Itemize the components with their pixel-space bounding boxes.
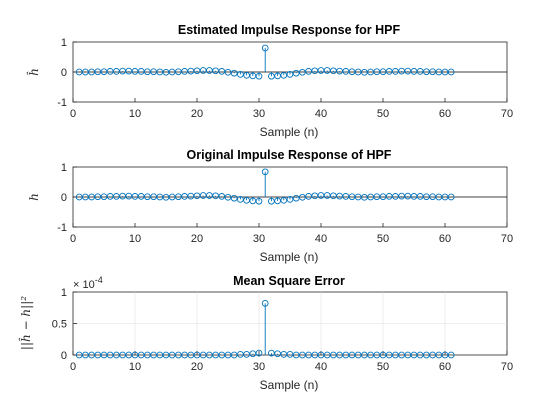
x-tick-label: 0 [70,108,76,120]
stem-marker [224,68,232,76]
stem-marker [447,193,455,201]
x-tick-label: 10 [129,108,141,120]
stem-marker [255,197,263,205]
stem-marker [286,196,294,203]
stem-series [75,44,455,80]
stem-marker [305,68,312,75]
stem-marker [218,193,226,200]
stem-marker [237,196,244,203]
subplot-estimated: Estimated Impulse Response for HPF 0 10 20… [26,23,513,139]
stem-marker [274,197,281,205]
stem-marker [261,44,269,52]
x-axis-label: Sample (n) [260,125,319,139]
subplot-original: Original Impulse Response of HPF 0 10 20 30… [27,148,513,264]
y-axis-label: ||ĥ − h||² [18,296,33,350]
stem-marker [286,71,294,78]
stem-marker [243,71,250,79]
y-tick-label: 1 [61,287,67,299]
stem-series [75,299,455,359]
y-axis-label: h [27,193,41,201]
x-axis-label: Sample (n) [260,378,319,392]
x-tick-label: 40 [315,108,327,120]
stem-marker [243,351,250,358]
stem-marker [280,196,288,204]
stem-marker [212,192,219,200]
tick-labels: 0 10 20 30 40 50 60 70 0 0.5 1 [52,287,513,373]
y-tick-label: 1 [61,37,67,49]
y-tick-label: 0 [61,67,67,79]
x-tick-label: 70 [501,233,513,245]
stem-marker [305,193,312,200]
x-tick-label: 60 [439,233,451,245]
x-tick-label: 70 [501,361,513,373]
stem-marker [224,193,232,201]
stem-marker [255,72,263,80]
stem-marker [230,194,238,202]
stem-marker [274,72,281,80]
stem-marker [243,196,250,204]
x-tick-label: 0 [70,233,76,245]
x-tick-label: 10 [129,361,141,373]
grid-layer [73,292,507,355]
stem-marker [280,71,288,79]
x-tick-label: 10 [129,233,141,245]
x-tick-label: 30 [253,361,265,373]
stem-marker [299,68,306,76]
x-tick-label: 40 [315,233,327,245]
x-tick-label: 50 [377,361,389,373]
stem-marker [299,193,306,201]
x-tick-label: 20 [191,233,203,245]
stem-marker [261,299,269,307]
stem-marker [274,350,281,358]
stem-marker [292,69,300,77]
x-tick-label: 30 [253,233,265,245]
x-tick-label: 50 [377,108,389,120]
y-tick-label: 0 [61,192,67,204]
x-tick-label: 20 [191,361,203,373]
stem-marker [261,168,269,176]
y-tick-label: 0.5 [52,319,67,331]
stem-marker [447,68,455,76]
plot-title: Mean Square Error [233,274,345,288]
stem-marker [447,351,455,359]
plot-title: Original Impulse Response of HPF [187,148,392,162]
x-tick-label: 0 [70,361,76,373]
y-tick-label: 1 [61,162,67,174]
stem-marker [255,349,263,357]
x-tick-label: 40 [315,361,327,373]
stem-marker [237,71,244,78]
x-axis-label: Sample (n) [260,250,319,264]
x-tick-label: 60 [439,108,451,120]
x-tick-label: 70 [501,108,513,120]
plot-title: Estimated Impulse Response for HPF [178,23,401,37]
x-tick-label: 50 [377,233,389,245]
stem-marker [268,349,275,357]
stem-marker [230,69,238,77]
tick-labels: 0 10 20 30 40 50 60 70-101 [57,37,513,120]
x-tick-label: 20 [191,108,203,120]
y-tick-label: -1 [57,97,67,109]
subplot-mse: Mean Square Error 0 10 20 30 40 50 60 70 0 0.5 1 ×… [18,274,513,392]
stem-marker [292,194,300,202]
stem-series [75,168,455,205]
y-axis-label: ĥ [26,68,41,76]
stem-marker [249,350,257,358]
stem-marker [230,351,238,359]
y-tick-label: -1 [57,222,67,234]
y-tick-label: 0 [61,350,67,362]
stem-marker [218,68,226,75]
stem-marker [286,351,294,358]
x-tick-label: 30 [253,108,265,120]
x-tick-label: 60 [439,361,451,373]
y-exponent-label: × 10-4 [73,275,103,291]
stem-marker [212,67,219,75]
